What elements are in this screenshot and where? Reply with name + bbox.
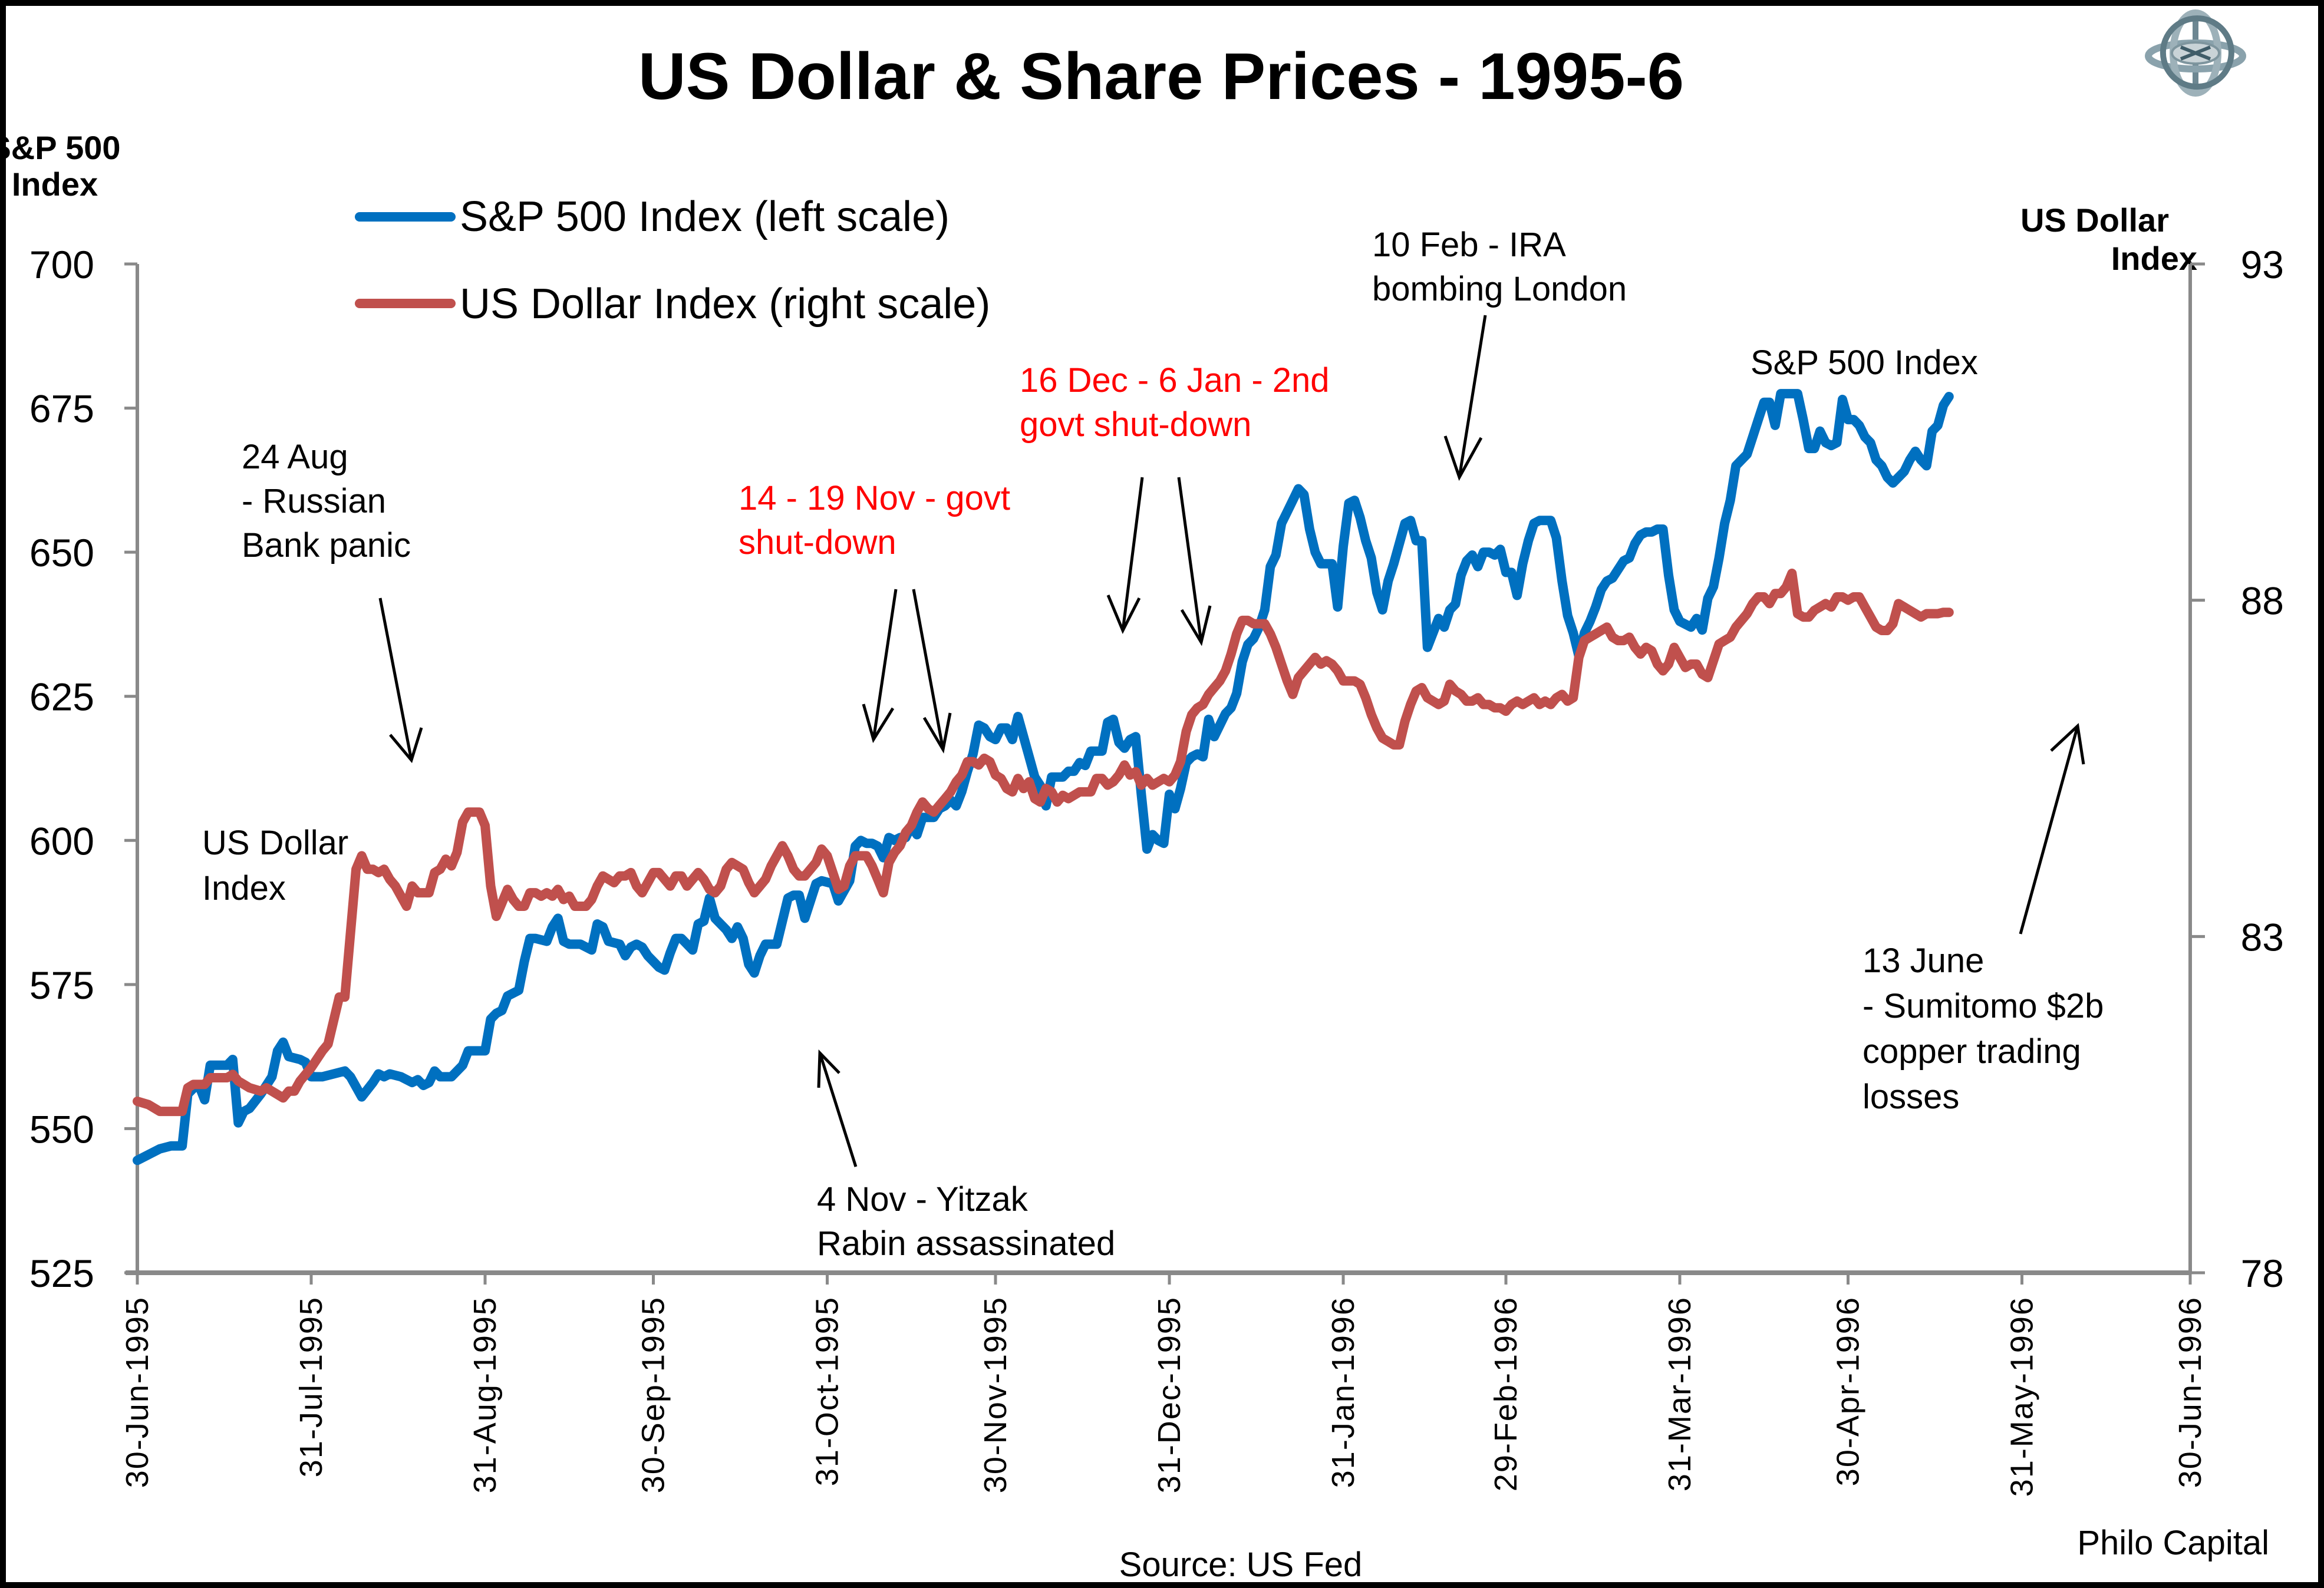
right-axis-title-line2: Index (2111, 240, 2197, 277)
arrow-russian-bank-icon (378, 597, 423, 764)
series-lines (133, 389, 1954, 1166)
annotation-nov-shutdown-line1: 14 - 19 Nov - govt (739, 479, 1010, 517)
annotation-russian-bank-line3: Bank panic (242, 526, 411, 564)
right-tick-label: 78 (2241, 1252, 2284, 1295)
chart-svg: US Dollar & Share Prices - 1995-6 S&P 50… (6, 9, 2284, 1582)
left-tick-label: 525 (29, 1252, 94, 1295)
x-tick-label: 31-Aug-1995 (467, 1296, 503, 1493)
left-axis-title-line1: S&P 500 (6, 129, 121, 166)
x-tick-label: 31-May-1996 (2005, 1296, 2040, 1497)
chart-title: US Dollar & Share Prices - 1995-6 (638, 39, 1684, 113)
series-line-usd (133, 569, 1954, 1117)
annotation-nov-shutdown-line2: shut-down (739, 523, 896, 562)
arrow-rabin-icon (817, 1049, 858, 1167)
axes: 700 675 650 625 600 575 550 525 93 88 83 78 30-Jun-1… (29, 243, 2284, 1497)
left-tick-label: 625 (29, 675, 94, 719)
annotation-rabin-line2: Rabin assassinated (817, 1224, 1115, 1263)
annotation-usd-label-line1: US Dollar (202, 824, 348, 862)
x-tick-label: 31-Oct-1995 (810, 1296, 845, 1486)
annotation-rabin-line1: 4 Nov - Yitzak (817, 1180, 1029, 1219)
series-line-sp500 (133, 389, 1954, 1166)
left-tick-label: 700 (29, 243, 94, 286)
left-axis-title-line2: Index (12, 166, 98, 203)
right-tick-label: 83 (2241, 915, 2284, 959)
annotation-ira-line2: bombing London (1372, 270, 1627, 308)
left-tick-label: 550 (29, 1107, 94, 1151)
annotations: 24 Aug - Russian Bank panic US Dollar In… (202, 226, 2104, 1263)
left-tick-label: 575 (29, 963, 94, 1007)
right-axis-title-line1: US Dollar (2020, 202, 2169, 239)
annotation-sumitomo-line4: losses (1863, 1078, 1959, 1116)
x-tick-label: 30-Jun-1995 (120, 1296, 155, 1488)
x-tick-label: 30-Sep-1995 (636, 1296, 671, 1493)
credit-note: Philo Capital (2077, 1524, 2269, 1562)
right-tick-label: 93 (2241, 243, 2284, 286)
right-tick-label: 88 (2241, 579, 2284, 623)
x-tick-label: 30-Nov-1995 (978, 1296, 1013, 1493)
left-tick-label: 650 (29, 531, 94, 575)
annotation-sp500-label: S&P 500 Index (1751, 344, 1978, 382)
chart-canvas: US Dollar & Share Prices - 1995-6 S&P 50… (6, 6, 2318, 1582)
arrow-nov-shutdown-2-icon (912, 589, 952, 754)
x-tick-label: 31-Jan-1996 (1326, 1296, 1361, 1488)
annotation-sumitomo-line3: copper trading (1863, 1032, 2081, 1071)
annotation-usd-label-line2: Index (202, 869, 286, 907)
gyroscope-logo-icon (2145, 9, 2246, 97)
annotation-russian-bank-line1: 24 Aug (242, 438, 348, 476)
x-tick-label: 30-Jun-1996 (2173, 1296, 2208, 1488)
arrow-nov-shutdown-1-icon (862, 589, 898, 744)
annotation-dec-shutdown-line2: govt shut-down (1020, 405, 1251, 444)
annotation-dec-shutdown-line1: 16 Dec - 6 Jan - 2nd (1020, 361, 1330, 400)
annotation-sumitomo-line2: - Sumitomo $2b (1863, 987, 2104, 1025)
arrow-dec-shutdown-1-icon (1106, 477, 1144, 634)
legend: S&P 500 Index (left scale) US Dollar Ind… (355, 193, 990, 328)
x-tick-label: 31-Dec-1995 (1152, 1296, 1187, 1493)
annotation-russian-bank-line2: - Russian (242, 482, 386, 520)
source-note: Source: US Fed (1119, 1546, 1363, 1582)
legend-label-sp500: S&P 500 Index (left scale) (460, 193, 950, 240)
arrow-dec-shutdown-2-icon (1177, 477, 1212, 646)
x-tick-label: 29-Feb-1996 (1488, 1296, 1524, 1491)
arrow-ira-icon (1443, 315, 1487, 481)
x-tick-label: 30-Apr-1996 (1831, 1296, 1866, 1486)
annotation-ira-line1: 10 Feb - IRA (1372, 226, 1566, 264)
left-tick-label: 600 (29, 819, 94, 863)
arrow-sumitomo-icon (2019, 722, 2085, 935)
legend-label-usd: US Dollar Index (right scale) (460, 280, 990, 328)
x-tick-label: 31-Jul-1995 (294, 1296, 329, 1477)
annotation-sumitomo-line1: 13 June (1863, 942, 1984, 980)
left-tick-label: 675 (29, 387, 94, 431)
x-tick-label: 31-Mar-1996 (1662, 1296, 1697, 1491)
